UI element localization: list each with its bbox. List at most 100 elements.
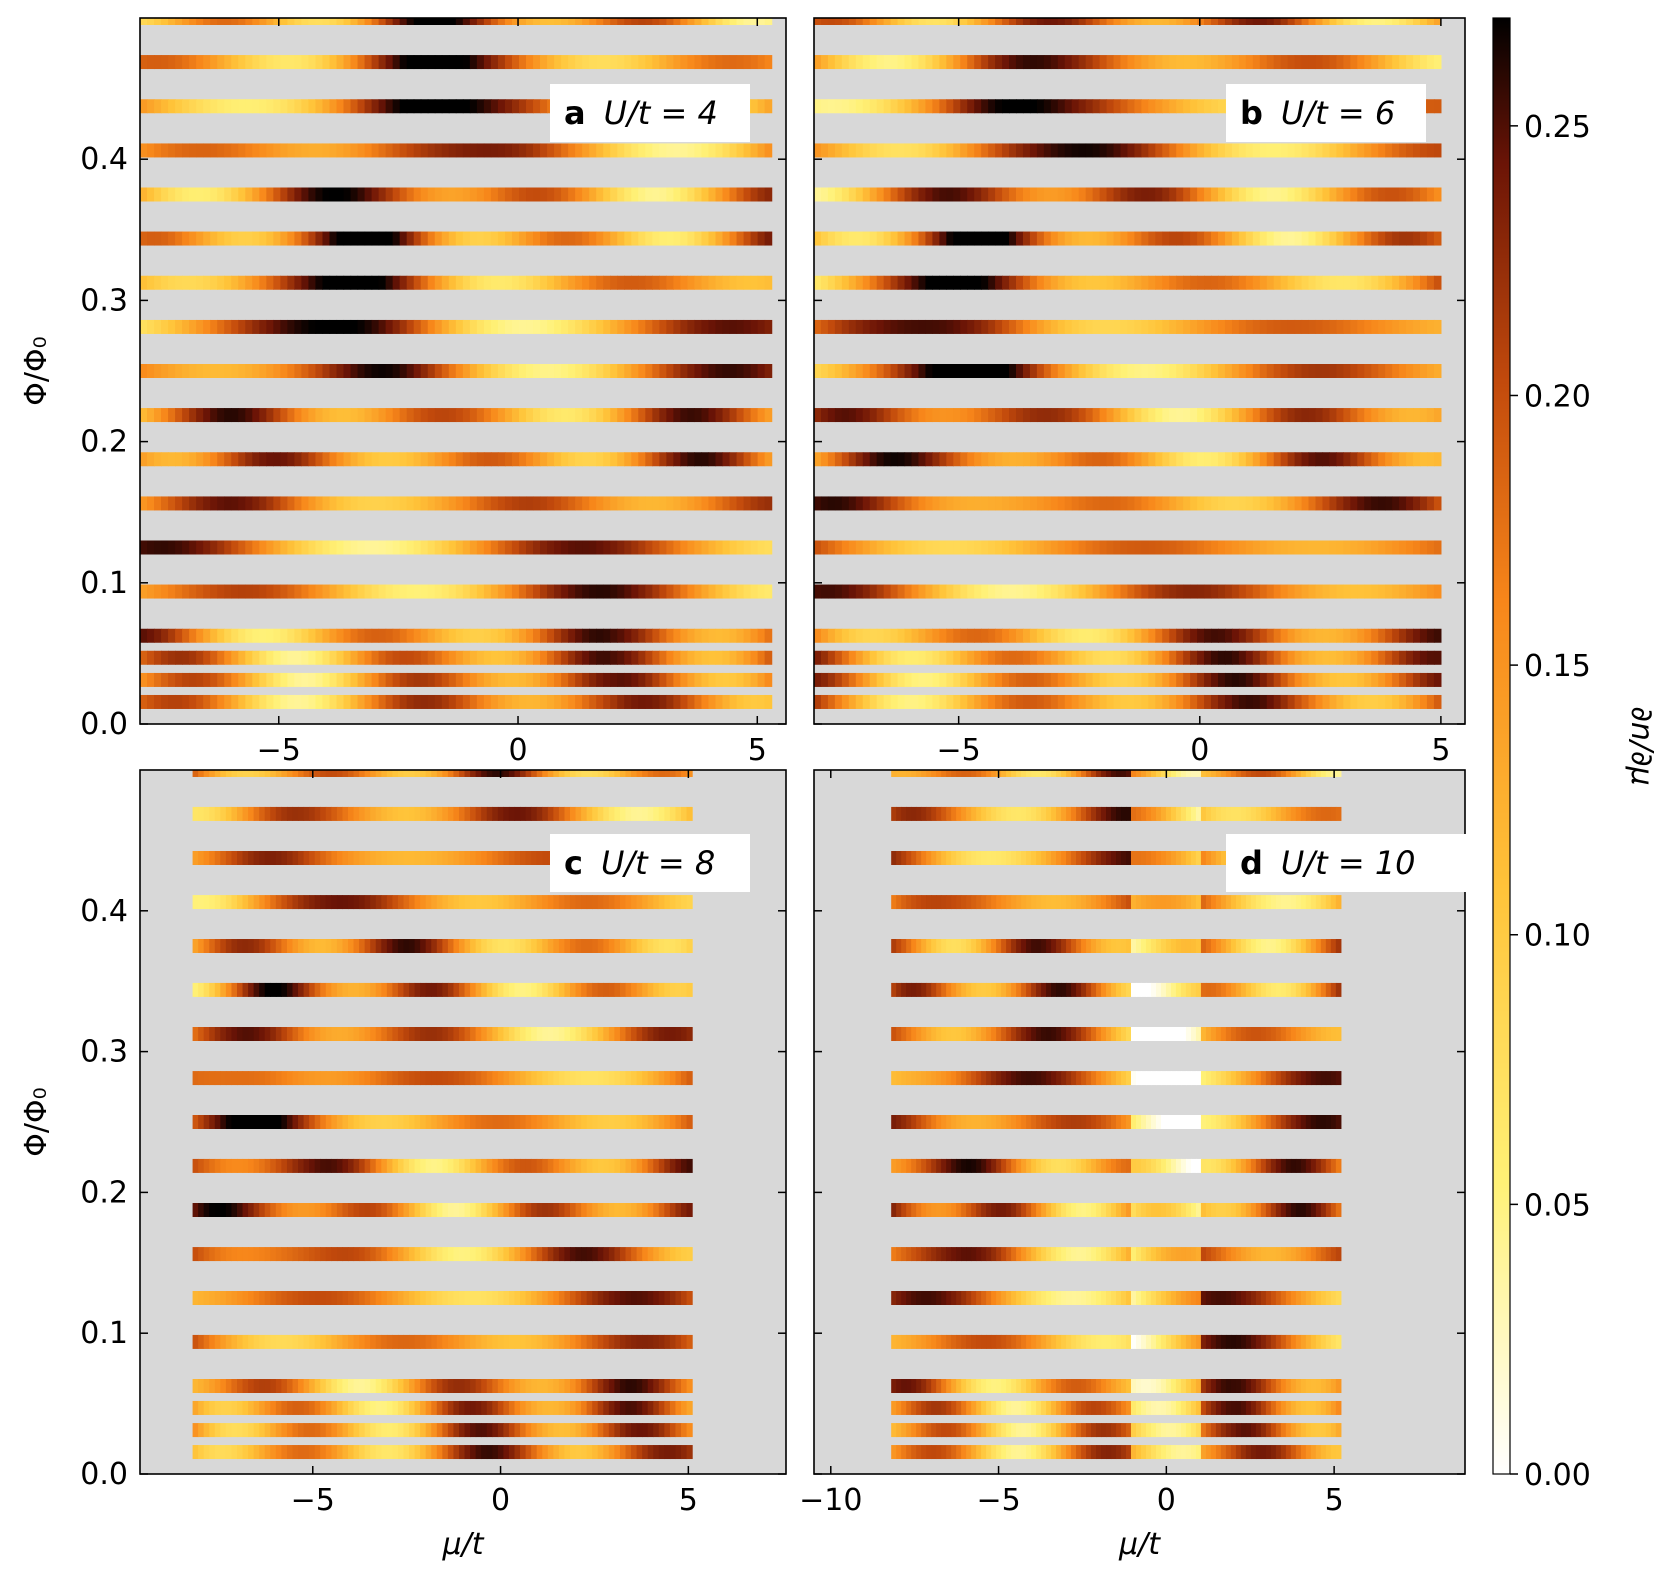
heatmap-cell [827, 628, 836, 643]
heatmap-cell [981, 55, 989, 70]
heatmap-cell [575, 364, 583, 378]
heatmap-cell [876, 231, 885, 246]
heatmap-cell [231, 319, 239, 334]
heatmap-cell [336, 364, 345, 378]
heatmap-cell [553, 895, 560, 910]
heatmap-cell [210, 694, 218, 709]
heatmap-cell [862, 408, 871, 423]
heatmap-cell [381, 1115, 388, 1129]
heatmap-cell [325, 1071, 332, 1086]
heatmap-cell [953, 187, 961, 202]
heatmap-cell [701, 187, 710, 202]
heatmap-cell [883, 187, 892, 202]
heatmap-cell [413, 364, 422, 378]
heatmap-cell [427, 275, 436, 290]
heatmap-cell [967, 364, 975, 378]
heatmap-cell [736, 496, 745, 511]
heatmap-cell [1141, 408, 1149, 423]
heatmap-cell [531, 1445, 538, 1460]
heatmap-cell [1022, 628, 1031, 643]
heatmap-cell [1113, 319, 1122, 334]
heatmap-cell [814, 408, 822, 423]
heatmap-cell [464, 982, 471, 997]
heatmap-cell [925, 55, 934, 70]
heatmap-cell [1259, 496, 1268, 511]
heatmap-cell [939, 694, 947, 709]
heatmap-cell [1392, 187, 1400, 202]
heatmap-cell [652, 319, 660, 334]
heatmap-cell [217, 694, 225, 709]
heatmap-cell [736, 18, 745, 25]
heatmap-cell [403, 1379, 410, 1393]
heatmap-cell [586, 895, 593, 910]
heatmap-cell [642, 1445, 649, 1460]
heatmap-cell [350, 672, 359, 687]
heatmap-cell [603, 1291, 610, 1305]
heatmap-cell [1280, 408, 1289, 423]
heatmap-cell [357, 231, 366, 246]
heatmap-cell [694, 364, 703, 378]
heatmap-cell [441, 364, 450, 378]
heatmap-cell [420, 55, 429, 70]
heatmap-cell [209, 1379, 216, 1393]
heatmap-cell [708, 672, 717, 687]
heatmap-cell [409, 1203, 416, 1217]
heatmap-cell [182, 143, 190, 158]
heatmap-cell [757, 496, 766, 511]
heatmap-cell [1148, 694, 1156, 709]
heatmap-cell [497, 672, 506, 687]
heatmap-cell [536, 982, 543, 997]
heatmap-cell [960, 496, 968, 511]
heatmap-cell [1071, 694, 1080, 709]
heatmap-cell [974, 694, 982, 709]
heatmap-cell [420, 496, 429, 511]
heatmap-cell [353, 939, 360, 953]
heatmap-cell [357, 650, 366, 665]
heatmap-cell [1064, 540, 1073, 555]
heatmap-cell [481, 806, 488, 821]
heatmap-cell [569, 1071, 577, 1086]
heatmap-cell [561, 452, 569, 467]
heatmap-cell [743, 408, 752, 423]
heatmap-cell [1071, 364, 1080, 378]
heatmap-cell [561, 408, 569, 423]
heatmap-cell [820, 694, 829, 709]
heatmap-cell [476, 364, 485, 378]
heatmap-cell [385, 496, 394, 511]
heatmap-cell [1002, 408, 1010, 423]
heatmap-cell [220, 1400, 227, 1415]
heatmap-cell [189, 496, 197, 511]
heatmap-cell [1190, 99, 1198, 114]
heatmap-cell [315, 99, 324, 114]
heatmap-cell [918, 496, 927, 511]
heatmap-cell [431, 806, 438, 821]
heatmap-cell [238, 319, 246, 334]
heatmap-cell [198, 1379, 205, 1393]
heatmap-cell [248, 851, 255, 865]
heatmap-cell [841, 364, 850, 378]
heatmap-cell [242, 939, 249, 953]
heatmap-cell [413, 540, 422, 555]
heatmap-cell [540, 364, 548, 378]
heatmap-cell [666, 628, 674, 643]
heatmap-cell [242, 1291, 249, 1305]
heatmap-cell [1357, 187, 1365, 202]
heatmap-cell [353, 1247, 360, 1262]
heatmap-cell [210, 143, 218, 158]
heatmap-cell [855, 231, 864, 246]
heatmap-cell [1071, 99, 1080, 114]
heatmap-cell [273, 143, 281, 158]
heatmap-cell [536, 770, 543, 777]
heatmap-cell [1155, 452, 1163, 467]
heatmap-cell [196, 275, 204, 290]
heatmap-cell [1050, 628, 1059, 643]
heatmap-cell [448, 452, 457, 467]
heatmap-cell [470, 1334, 477, 1349]
heatmap-cell [890, 187, 899, 202]
heatmap-cell [458, 939, 466, 953]
heatmap-cell [154, 99, 162, 114]
heatmap-cell [442, 851, 449, 865]
heatmap-cell [1357, 672, 1365, 687]
heatmap-cell [442, 939, 449, 953]
heatmap-cell [490, 319, 499, 334]
